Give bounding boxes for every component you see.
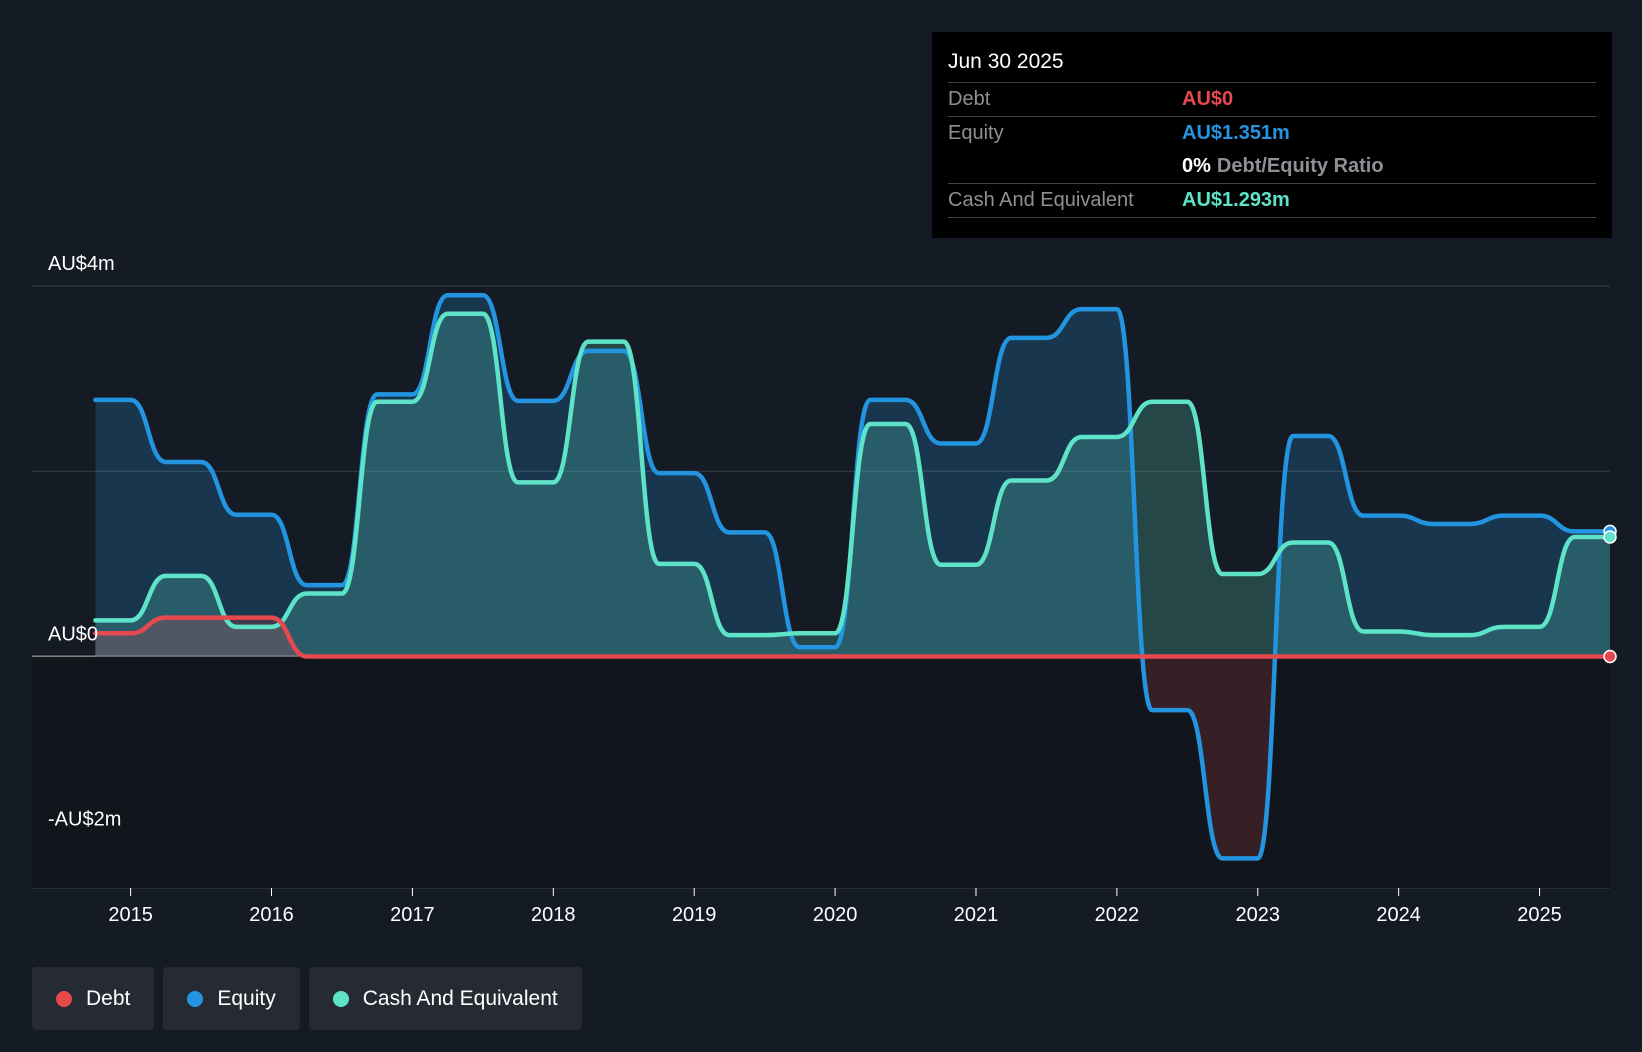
equity-area-above bbox=[95, 295, 1610, 657]
cash-and-equivalent-end-marker bbox=[1603, 530, 1617, 544]
tooltip-debt-row: Debt AU$0 bbox=[948, 82, 1596, 116]
x-tick-label: 2017 bbox=[390, 904, 435, 926]
cash-and-equivalent-area-above bbox=[95, 313, 1611, 657]
tooltip-ratio-label: Debt/Equity Ratio bbox=[1216, 155, 1384, 177]
x-axis-labels: 2015 2016 2017 2018 2019 2020 2021 2022 2023 2024… bbox=[108, 888, 1562, 926]
end-markers bbox=[1603, 524, 1617, 664]
x-tick-label: 2015 bbox=[108, 904, 153, 926]
legend-equity-dot-icon bbox=[187, 990, 204, 1007]
tooltip-equity-row: Equity AU$1.351m bbox=[948, 116, 1596, 150]
tooltip-equity-value: AU$1.351m bbox=[1182, 122, 1290, 144]
debt-area-above bbox=[95, 617, 1611, 657]
legend-debt-label: Debt bbox=[86, 986, 131, 1010]
legend-item-debt[interactable]: Debt bbox=[32, 967, 155, 1030]
legend-item-equity[interactable]: Equity bbox=[163, 967, 300, 1030]
tooltip-cash-value: AU$1.293m bbox=[1182, 189, 1290, 211]
debt-line bbox=[93, 615, 1613, 659]
tooltip-panel: Jun 30 2025 Debt AU$0 Equity AU$1.351m 0… bbox=[932, 32, 1612, 238]
y-tick-label: -AU$2m bbox=[48, 809, 121, 831]
x-tick-label: 2020 bbox=[813, 904, 858, 926]
y-axis-labels: AU$4m AU$0 -AU$2m bbox=[48, 253, 121, 831]
debt-end-marker bbox=[1603, 649, 1617, 664]
y-tick-label: AU$0 bbox=[48, 623, 98, 645]
y-tick-label: AU$4m bbox=[48, 253, 115, 275]
cash-and-equivalent-area bbox=[95, 313, 1611, 657]
debt-area bbox=[95, 617, 1611, 657]
equity-negative-area bbox=[95, 656, 1610, 859]
x-tick-label: 2018 bbox=[531, 904, 576, 926]
x-tick-label: 2023 bbox=[1236, 904, 1281, 926]
tooltip-date: Jun 30 2025 bbox=[948, 50, 1064, 73]
legend-item-cash[interactable]: Cash And Equivalent bbox=[308, 967, 582, 1030]
legend-cash-dot-icon bbox=[332, 990, 349, 1007]
x-tick-label: 2021 bbox=[954, 904, 999, 926]
equity-area-below bbox=[95, 656, 1610, 859]
x-tick-label: 2019 bbox=[672, 904, 717, 926]
tooltip-cash-label: Cash And Equivalent bbox=[948, 189, 1134, 211]
tooltip-cash-row: Cash And Equivalent AU$1.293m bbox=[948, 183, 1596, 218]
tooltip-debt-value: AU$0 bbox=[1182, 88, 1234, 110]
tooltip-equity-label: Equity bbox=[948, 122, 1004, 144]
x-tick-label: 2016 bbox=[249, 904, 294, 926]
x-tick-label: 2025 bbox=[1517, 904, 1562, 926]
negative-region bbox=[32, 656, 1610, 888]
tooltip-ratio-row: 0% Debt/Equity Ratio bbox=[948, 150, 1596, 183]
x-tick-label: 2022 bbox=[1095, 904, 1140, 926]
legend-equity-label: Equity bbox=[217, 986, 276, 1010]
series-areas bbox=[32, 295, 1611, 888]
equity-area bbox=[95, 295, 1610, 657]
series-lines bbox=[93, 293, 1613, 861]
cash-and-equivalent-line bbox=[93, 311, 1613, 638]
legend-cash-label: Cash And Equivalent bbox=[362, 986, 558, 1010]
legend-debt-dot-icon bbox=[56, 990, 72, 1007]
tooltip-debt-label: Debt bbox=[948, 88, 991, 110]
tooltip-ratio-value: 0% bbox=[1182, 155, 1211, 177]
legend: Debt Equity Cash And Equivalent bbox=[32, 967, 582, 1030]
x-tick-label: 2024 bbox=[1376, 904, 1421, 926]
